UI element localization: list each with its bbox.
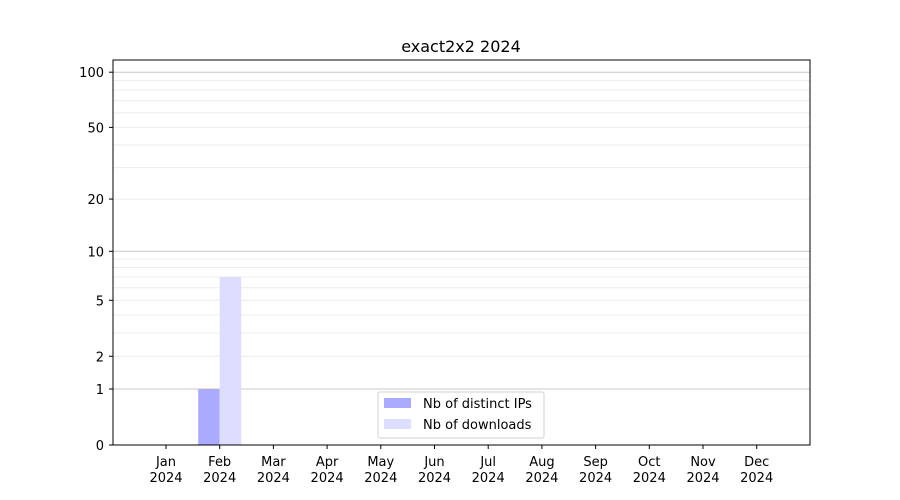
y-tick-label: 100	[79, 66, 104, 81]
x-tick-label: May 2024	[364, 455, 397, 486]
y-tick-label: 1	[96, 383, 104, 398]
legend-label: Nb of downloads	[423, 418, 532, 433]
x-tick-label: Oct 2024	[633, 455, 666, 486]
x-tick-label: Jun 2024	[418, 455, 451, 486]
legend-swatch	[384, 398, 411, 408]
x-tick-label: Sep 2024	[579, 455, 612, 486]
x-tick-label: Dec 2024	[740, 455, 773, 486]
x-tick-label: Feb 2024	[203, 455, 236, 486]
chart-title: exact2x2 2024	[401, 37, 521, 56]
legend-label: Nb of distinct IPs	[423, 397, 532, 412]
x-tick-label: Mar 2024	[257, 455, 290, 486]
x-tick-label: Aug 2024	[525, 455, 558, 486]
x-tick-label: Jan 2024	[149, 455, 182, 486]
y-tick-label: 2	[96, 350, 104, 365]
x-tick-label: Apr 2024	[311, 455, 344, 486]
bars	[198, 277, 242, 445]
y-tick-label: 5	[96, 294, 104, 309]
grid	[113, 71, 810, 390]
x-tick-label: Jul 2024	[472, 455, 505, 486]
bar-distinct-ips	[198, 389, 220, 445]
y-tick-label: 10	[87, 245, 104, 260]
bar-downloads	[219, 277, 242, 445]
x-tick-label: Nov 2024	[686, 455, 719, 486]
legend: Nb of distinct IPs Nb of downloads	[377, 391, 545, 439]
x-axis: Jan 2024 Feb 2024 Mar 2024 Apr 2024 May 2024 Jun 20…	[149, 445, 773, 486]
y-tick-label: 20	[87, 193, 104, 208]
legend-swatch	[384, 419, 411, 429]
plot-frame	[112, 59, 811, 446]
y-tick-label: 0	[96, 439, 104, 454]
y-axis: 0 1 2 5 10 20 50 100	[79, 66, 113, 454]
y-tick-label: 50	[87, 121, 104, 136]
legend-box	[377, 391, 545, 439]
